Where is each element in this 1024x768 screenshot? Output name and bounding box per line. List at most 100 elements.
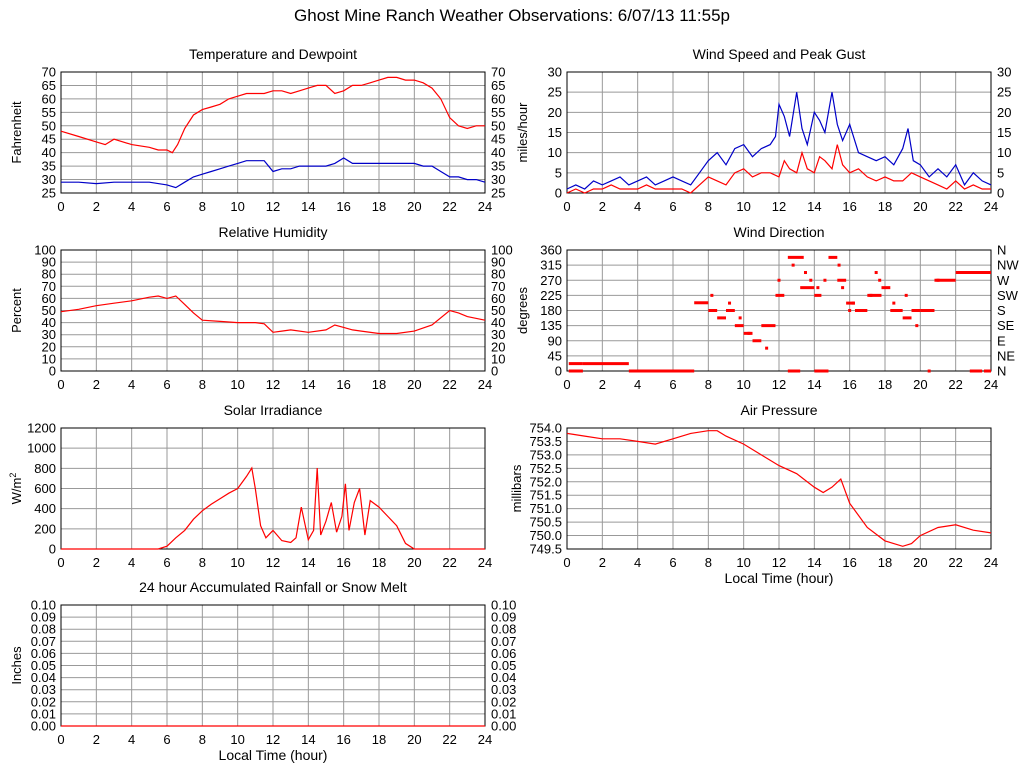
x-tick-label: 10	[736, 377, 750, 392]
direction-tick-label: NE	[997, 348, 1015, 363]
x-tick-label: 10	[736, 199, 750, 214]
direction-point	[874, 271, 878, 275]
x-tick-label: 24	[984, 199, 998, 214]
x-tick-label: 12	[266, 377, 280, 392]
x-tick-label: 22	[442, 199, 456, 214]
direction-tick-label: SW	[997, 288, 1019, 303]
x-tick-label: 12	[772, 555, 786, 570]
direction-point	[851, 301, 855, 305]
x-tick-label: 8	[199, 199, 206, 214]
y-tick-label-right: 0.08	[491, 622, 516, 637]
direction-point	[869, 293, 873, 297]
direction-point	[841, 286, 845, 290]
y-tick-label: 50	[42, 303, 56, 318]
x-tick-label: 10	[230, 555, 244, 570]
y-tick-label: 400	[34, 501, 56, 516]
y-tick-label-right: 0	[997, 186, 1004, 201]
y-tick-label-right: 20	[997, 105, 1011, 120]
direction-point	[747, 331, 751, 335]
x-tick-label: 14	[807, 555, 821, 570]
x-tick-label: 8	[199, 377, 206, 392]
y-tick-label: 30	[42, 327, 56, 342]
y-tick-label: 1200	[27, 421, 56, 436]
x-tick-label: 24	[478, 199, 492, 214]
y-tick-label-right: 60	[491, 291, 505, 306]
y-tick-label-right: 30	[997, 65, 1011, 80]
direction-tick-label: N	[997, 243, 1006, 258]
x-tick-label: 20	[407, 377, 421, 392]
y-axis-label: Inches	[9, 646, 24, 685]
direction-point	[823, 278, 827, 282]
x-tick-label: 14	[301, 555, 315, 570]
x-tick-label: 12	[266, 555, 280, 570]
y-tick-label: 315	[540, 258, 562, 273]
x-tick-label: 4	[128, 732, 135, 747]
x-tick-label: 18	[878, 199, 892, 214]
y-tick-label: 600	[34, 481, 56, 496]
y-tick-label: 0.06	[31, 646, 56, 661]
y-tick-label: 200	[34, 521, 56, 536]
chart-title: Solar Irradiance	[224, 402, 323, 418]
x-tick-label: 24	[984, 555, 998, 570]
x-tick-label: 18	[372, 732, 386, 747]
direction-point	[837, 263, 841, 267]
y-tick-label-right: 0.09	[491, 610, 516, 625]
y-tick-label: 20	[548, 105, 562, 120]
x-tick-label: 22	[442, 732, 456, 747]
y-tick-label: 180	[540, 303, 562, 318]
direction-point	[777, 278, 781, 282]
x-tick-label: 24	[478, 377, 492, 392]
x-tick-label: 14	[301, 732, 315, 747]
y-axis-label: millibars	[509, 464, 524, 512]
direction-point	[791, 263, 795, 267]
x-tick-label: 22	[948, 199, 962, 214]
chart-title: 24 hour Accumulated Rainfall or Snow Mel…	[139, 579, 407, 595]
y-tick-label: 10	[548, 145, 562, 160]
plot-frame	[60, 249, 486, 372]
direction-point	[738, 316, 742, 320]
direction-point	[804, 271, 807, 275]
y-tick-label-right: 80	[491, 267, 505, 282]
y-tick-label: 40	[42, 315, 56, 330]
plot-frame	[60, 71, 486, 194]
y-axis-label-superscript: 2	[8, 473, 18, 478]
y-tick-label: 0.05	[31, 658, 56, 673]
y-tick-label-right: 50	[491, 118, 505, 133]
y-tick-label: 270	[540, 273, 562, 288]
y-tick-label-right: 65	[491, 78, 505, 93]
y-tick-label: 40	[42, 145, 56, 160]
x-tick-label: 20	[407, 199, 421, 214]
x-tick-label: 4	[634, 555, 641, 570]
x-tick-label: 10	[230, 732, 244, 747]
y-tick-label-right: 15	[997, 125, 1011, 140]
x-tick-label: 4	[128, 377, 135, 392]
x-tick-label: 14	[301, 377, 315, 392]
y-tick-label: 360	[540, 243, 562, 258]
x-tick-label: 6	[163, 199, 170, 214]
y-tick-label: 5	[555, 165, 562, 180]
direction-point	[809, 278, 813, 282]
y-tick-label-right: 60	[491, 91, 505, 106]
y-tick-label: 752.5	[529, 461, 562, 476]
x-tick-label: 4	[128, 199, 135, 214]
x-tick-label: 12	[772, 199, 786, 214]
y-tick-label: 754.0	[529, 421, 562, 436]
y-tick-label-right: 0.10	[491, 598, 516, 613]
y-tick-label-right: 50	[491, 303, 505, 318]
x-tick-label: 6	[669, 199, 676, 214]
y-tick-label: 0.08	[31, 622, 56, 637]
x-tick-label: 18	[372, 555, 386, 570]
y-tick-label: 0.02	[31, 694, 56, 709]
chart-title: Temperature and Dewpoint	[189, 46, 357, 62]
x-tick-label: 24	[478, 555, 492, 570]
y-tick-label: 100	[34, 243, 56, 258]
plot-frame	[60, 427, 486, 550]
x-tick-label: 0	[563, 555, 570, 570]
direction-point	[892, 301, 896, 305]
x-tick-label: 22	[948, 555, 962, 570]
x-tick-label: 2	[599, 199, 606, 214]
y-tick-label-right: 25	[491, 186, 505, 201]
x-tick-label: 24	[478, 732, 492, 747]
y-tick-label-right: 30	[491, 172, 505, 187]
